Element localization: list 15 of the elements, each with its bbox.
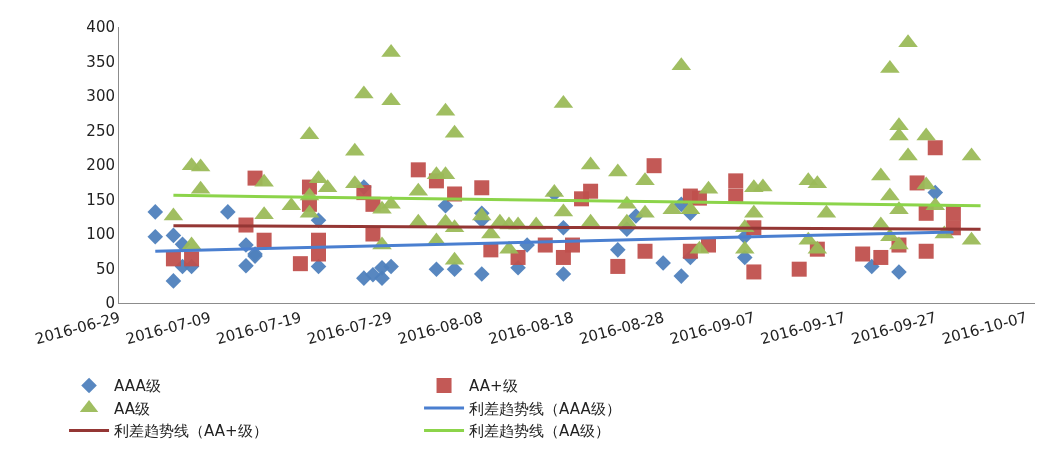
y-tick-label: 200 — [86, 156, 115, 175]
y-tick-label: 150 — [86, 190, 115, 209]
y-tick-label: 300 — [86, 87, 115, 106]
legend-label: AAA级 — [114, 377, 161, 396]
legend-label: 利差趋势线（AA+级） — [114, 422, 268, 441]
legend-label: AA级 — [114, 399, 150, 418]
y-tick-label: 100 — [86, 225, 115, 244]
legend-label: 利差趋势线（AAA级） — [469, 399, 621, 418]
y-tick-label: 350 — [86, 52, 115, 71]
legend-label: 利差趋势线（AA级） — [469, 422, 610, 441]
y-tick-label: 0 — [105, 294, 115, 313]
legend-label: AA+级 — [469, 377, 518, 396]
y-tick-label: 50 — [95, 259, 115, 278]
y-tick-label: 400 — [86, 18, 115, 37]
y-tick-label: 250 — [86, 121, 115, 140]
